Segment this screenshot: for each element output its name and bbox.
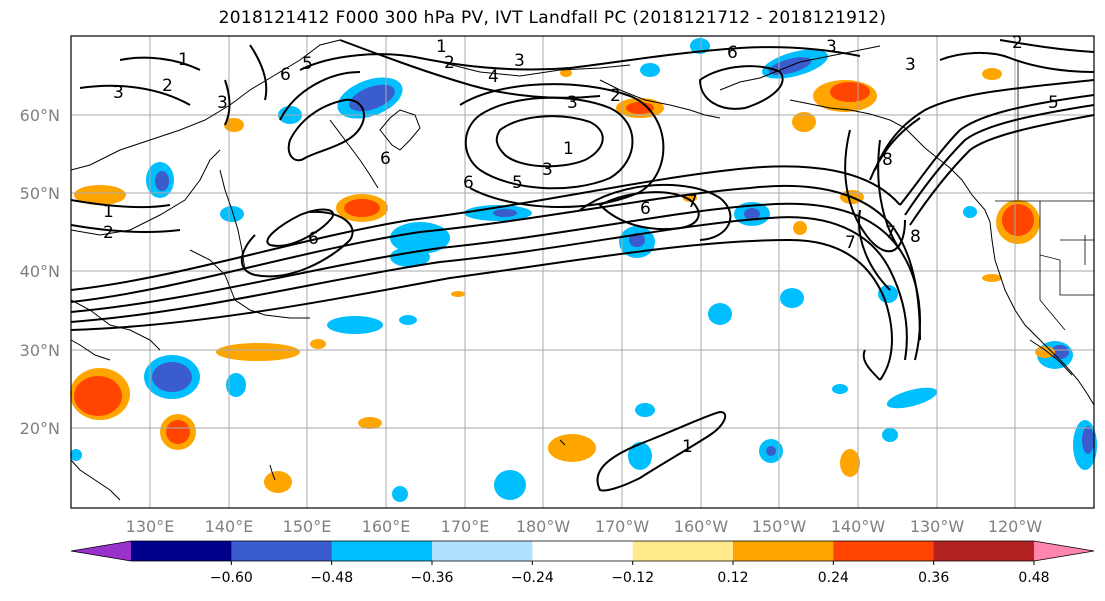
colorbar-tick-label: 0.12 xyxy=(717,570,748,586)
contour-label: 1 xyxy=(103,202,114,222)
lat-label: 20°N xyxy=(20,419,60,438)
colorbar-segment xyxy=(833,541,935,561)
lon-label: 180°W xyxy=(516,517,571,536)
contour-label: 5 xyxy=(512,173,523,193)
lon-label: 150°E xyxy=(283,517,332,536)
colorbar-segment xyxy=(933,541,1035,561)
contour-label: 6 xyxy=(308,229,319,249)
contour-label: 1 xyxy=(436,37,447,57)
contour-label: 3 xyxy=(567,93,578,113)
ivt-contours xyxy=(70,39,1095,492)
colorbar-outline xyxy=(70,540,1095,562)
contour-label: 5 xyxy=(302,54,313,74)
colorbar-segment xyxy=(733,541,834,561)
contour-label: 2 xyxy=(103,223,114,243)
map-title: 2018121412 F000 300 hPa PV, IVT Landfall… xyxy=(218,8,887,28)
contour-label: 2 xyxy=(610,86,621,106)
colorbar-tick-label: −0.24 xyxy=(511,570,554,586)
longitude-labels: 130°E 140°E 150°E 160°E 170°E 180°W 170°… xyxy=(126,517,1043,536)
lat-label: 60°N xyxy=(20,106,60,125)
lon-label: 150°W xyxy=(752,517,807,536)
colorbar-tick-label: −0.12 xyxy=(611,570,654,586)
contour-label: 2 xyxy=(162,76,173,96)
colorbar-segment xyxy=(231,541,333,561)
colorbar-segment xyxy=(632,541,734,561)
contour-label: 3 xyxy=(826,37,837,57)
contour-label: 6 xyxy=(280,65,291,85)
contour-label: 6 xyxy=(640,199,651,219)
latitude-labels: 60°N 50°N 40°N 30°N 20°N xyxy=(20,106,60,438)
contour-label: 7 xyxy=(687,192,698,212)
contour-label: 1 xyxy=(682,437,693,457)
colorbar: −0.60 −0.48 −0.36 −0.24 −0.12 0.12 0.24 0.36 0.4… xyxy=(70,540,1095,586)
colorbar-segment xyxy=(432,541,533,561)
colorbar-tick-label: 0.24 xyxy=(818,570,849,586)
lon-label: 170°W xyxy=(595,517,650,536)
contour-label: 2 xyxy=(444,53,455,73)
contour-label: 8 xyxy=(910,227,921,247)
lon-label: 130°E xyxy=(126,517,175,536)
coastlines xyxy=(70,39,1095,501)
colorbar-tick-label: −0.48 xyxy=(310,570,353,586)
contour-label: 4 xyxy=(488,67,499,87)
contour-label: 3 xyxy=(217,93,228,113)
colorbar-tick-label: 0.36 xyxy=(918,570,949,586)
lat-label: 40°N xyxy=(20,262,60,281)
colorbar-extend-high xyxy=(1034,541,1094,561)
colorbar-segment xyxy=(532,541,634,561)
lat-label: 30°N xyxy=(20,341,60,360)
contour-labels: 1 2 3 1 2 3 4 5 6 3 3 6 3 2 3 6 1 5 6 7 … xyxy=(103,33,1059,457)
contour-label: 8 xyxy=(882,150,893,170)
colorbar-tick-label: −0.36 xyxy=(411,570,454,586)
contour-label: 3 xyxy=(542,160,553,180)
contour-label: 5 xyxy=(1048,93,1059,113)
lat-label: 50°N xyxy=(20,184,60,203)
contour-label: 7 xyxy=(845,233,856,253)
lon-label: 170°E xyxy=(441,517,490,536)
contour-label: 6 xyxy=(380,149,391,169)
contour-label: 1 xyxy=(563,139,574,159)
lon-label: 160°E xyxy=(362,517,411,536)
contour-label: 7 xyxy=(885,223,896,243)
colorbar-tick-label: 0.48 xyxy=(1018,570,1049,586)
lon-label: 120°W xyxy=(988,517,1043,536)
contour-label: 6 xyxy=(727,43,738,63)
colorbar-extend-low xyxy=(71,541,131,561)
colorbar-segment xyxy=(331,541,433,561)
contour-label: 3 xyxy=(905,55,916,75)
contour-label: 3 xyxy=(514,51,525,71)
contour-label: 6 xyxy=(463,173,474,193)
contour-label: 2 xyxy=(1012,33,1023,53)
contour-label: 1 xyxy=(178,50,189,70)
colorbar-tick-label: −0.60 xyxy=(210,570,253,586)
lon-label: 160°W xyxy=(674,517,729,536)
lon-label: 140°E xyxy=(205,517,254,536)
contour-label: 3 xyxy=(113,83,124,103)
lon-label: 140°W xyxy=(831,517,886,536)
lon-label: 130°W xyxy=(910,517,965,536)
map-frame xyxy=(70,35,1095,509)
colorbar-segment xyxy=(131,541,232,561)
gridlines xyxy=(71,36,1094,508)
